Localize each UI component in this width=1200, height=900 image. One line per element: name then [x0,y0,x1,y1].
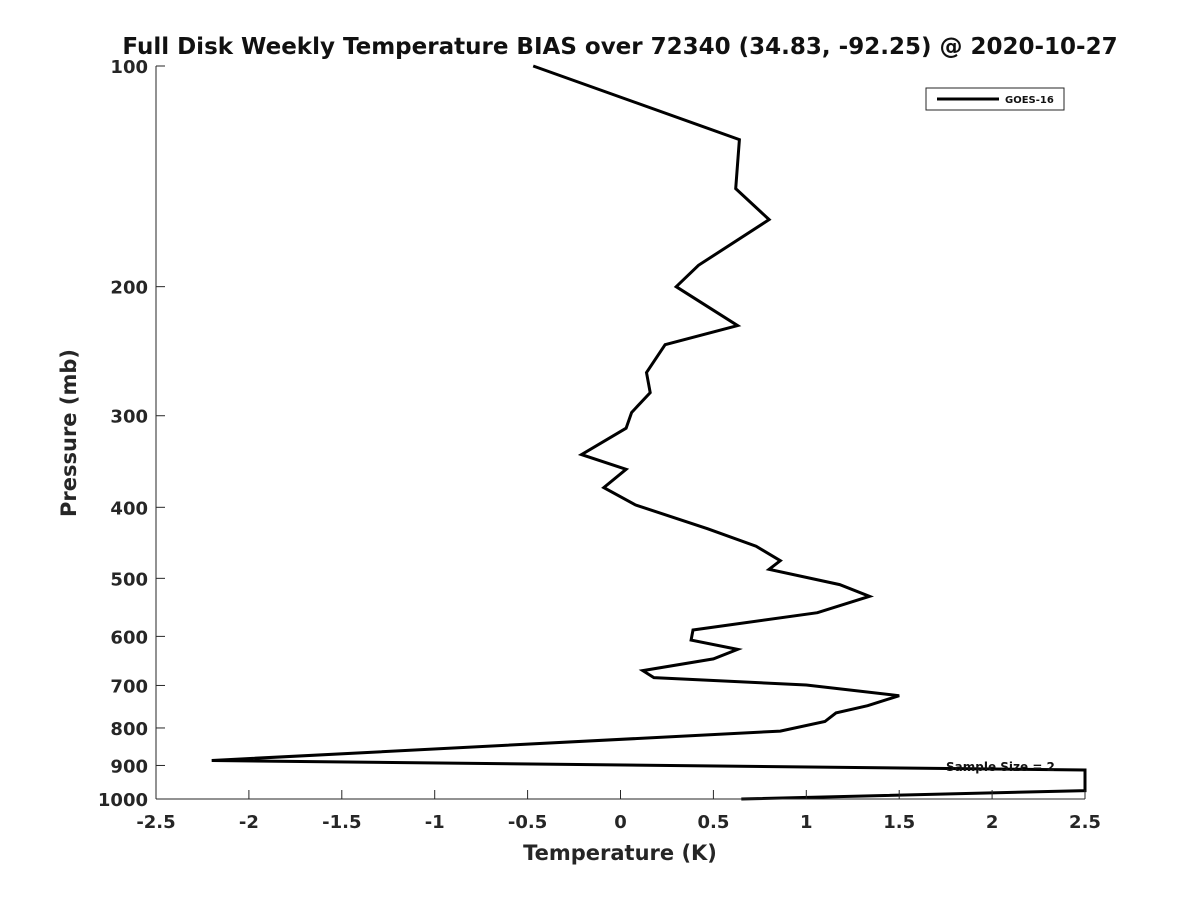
x-tick-label: 1 [800,812,813,833]
y-tick-label: 900 [110,756,148,777]
x-tick-label: -1.5 [322,812,361,833]
x-axis-ticks: -2.5 -2 -1.5 -1 -0.5 0 0.5 1 1.5 2 2.5 [136,790,1101,833]
y-tick-label: 500 [110,569,148,590]
y-tick-label: 700 [110,676,148,697]
y-tick-label: 100 [110,57,148,78]
legend: GOES-16 [925,87,1065,111]
y-tick-label: 400 [110,498,148,519]
x-tick-label: 2.5 [1069,812,1101,833]
x-tick-label: 0 [614,812,627,833]
x-tick-label: 2 [986,812,999,833]
y-tick-label: 600 [110,627,148,648]
x-tick-label: -2 [239,812,259,833]
x-tick-label: -0.5 [508,812,547,833]
y-tick-label: 200 [110,278,148,299]
plot-area: -2.5 -2 -1.5 -1 -0.5 0 0.5 1 1.5 2 2.5 100 200 300 40… [98,57,1101,833]
x-tick-label: -1 [425,812,445,833]
sample-size-annotation: Sample Size = 2 [946,760,1055,774]
y-tick-label: 800 [110,719,148,740]
x-tick-label: 1.5 [883,812,915,833]
series-layer [211,64,1087,801]
y-axis-label: Pressure (mb) [57,349,81,517]
x-tick-label: 0.5 [697,812,729,833]
chart-title: Full Disk Weekly Temperature BIAS over 7… [122,34,1117,60]
x-axis-label: Temperature (K) [523,841,717,865]
series-line-goes-16 [211,64,1087,801]
y-tick-label: 300 [110,407,148,428]
y-axis-ticks: 100 200 300 400 500 600 700 800 900 1000 [98,57,165,811]
y-tick-label: 1000 [98,790,148,811]
x-tick-label: -2.5 [136,812,175,833]
legend-label-goes-16: GOES-16 [1005,95,1054,106]
